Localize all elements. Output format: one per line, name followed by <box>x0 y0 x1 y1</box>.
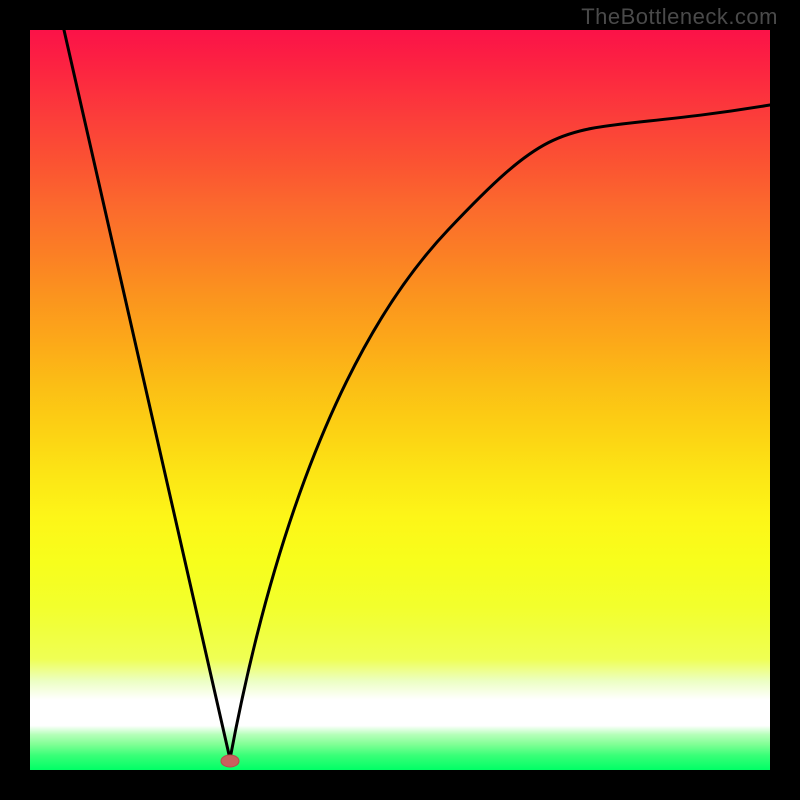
optimal-point-marker <box>221 755 239 767</box>
chart-frame: TheBottleneck.com <box>0 0 800 800</box>
bottleneck-curve <box>64 30 770 759</box>
bottleneck-curve-layer <box>30 30 770 770</box>
attribution-text: TheBottleneck.com <box>581 4 778 30</box>
plot-area <box>30 30 770 770</box>
